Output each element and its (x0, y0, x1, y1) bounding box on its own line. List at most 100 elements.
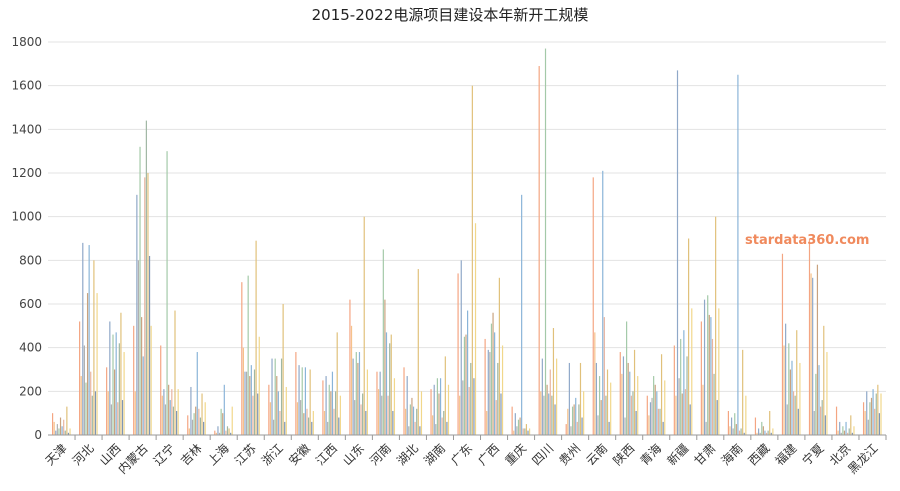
bar (354, 400, 356, 435)
x-axis (48, 434, 887, 440)
bar (691, 308, 693, 435)
bar (362, 393, 364, 435)
bar (188, 428, 190, 435)
bar (117, 402, 119, 435)
bar (377, 389, 380, 435)
bar (715, 216, 717, 435)
bar (567, 408, 569, 435)
bar (527, 430, 529, 435)
bar (552, 328, 555, 435)
bar (363, 216, 365, 435)
bar (444, 356, 446, 435)
bar (578, 404, 580, 435)
bar (630, 395, 632, 435)
bar (651, 397, 653, 435)
bar (732, 428, 734, 435)
bar (163, 389, 165, 435)
bar (193, 413, 195, 435)
bar (284, 421, 286, 435)
bar (568, 362, 570, 435)
bar (460, 260, 462, 435)
bar (608, 421, 610, 435)
bar (447, 384, 450, 435)
bar (463, 336, 466, 435)
bar (594, 332, 596, 435)
bar (110, 404, 113, 435)
bar (190, 386, 192, 435)
bar (82, 242, 84, 435)
bar (355, 352, 357, 435)
bar (878, 413, 881, 435)
bar (250, 365, 252, 435)
bar (366, 369, 368, 435)
bar (148, 255, 151, 435)
bar (379, 371, 381, 435)
x-tick-label: 海南 (718, 441, 746, 469)
bar (866, 391, 868, 435)
x-tick-label: 西藏 (746, 441, 773, 468)
bar (473, 378, 475, 435)
y-tick-label: 200 (19, 384, 42, 398)
bar (783, 345, 785, 435)
bar (788, 343, 790, 435)
bar (160, 345, 162, 435)
bar (392, 410, 394, 435)
bar (86, 293, 89, 435)
bar (870, 397, 873, 435)
bar (673, 345, 675, 435)
bar (328, 384, 330, 435)
bar (792, 391, 795, 435)
bar (403, 367, 405, 435)
x-tick-label: 四川 (529, 441, 556, 468)
x-tick-label: 湖南 (421, 441, 449, 469)
bar (646, 395, 648, 435)
bar (161, 395, 163, 435)
bar (94, 391, 97, 435)
bar (273, 419, 275, 435)
bar (754, 417, 757, 435)
bar (708, 314, 710, 435)
bar (864, 410, 866, 435)
bar (141, 317, 143, 435)
x-tick-label: 湖北 (393, 441, 421, 469)
bar (862, 402, 865, 435)
bar (765, 432, 768, 435)
y-tick-label: 1800 (11, 35, 42, 49)
bar (823, 325, 825, 435)
bar (624, 417, 626, 435)
bar (824, 415, 826, 435)
bar (813, 410, 815, 435)
bar (517, 419, 520, 435)
bar (654, 384, 656, 435)
x-tick-label: 宁夏 (799, 441, 827, 469)
y-tick-label: 1400 (11, 122, 42, 136)
x-tick-label: 广西 (475, 441, 502, 468)
bar (214, 430, 216, 435)
bar (471, 85, 473, 436)
bar (815, 373, 817, 435)
bar (548, 393, 550, 435)
bar (58, 428, 60, 435)
bar (761, 421, 763, 435)
bar (309, 369, 311, 435)
bar (649, 402, 652, 435)
bar (215, 432, 217, 435)
bar (700, 321, 702, 435)
bar (408, 426, 410, 435)
bar (522, 428, 524, 435)
x-tick-label: 陕西 (610, 441, 638, 469)
bar (276, 376, 278, 435)
bar (282, 304, 284, 435)
bar (123, 352, 125, 435)
bar (734, 413, 736, 435)
bar (67, 432, 70, 435)
bar (269, 402, 272, 435)
bar (336, 332, 338, 435)
bar (439, 378, 442, 435)
bar (498, 277, 500, 435)
bar (376, 371, 378, 435)
bar (393, 378, 396, 435)
bar (331, 371, 334, 435)
bar (470, 362, 472, 435)
